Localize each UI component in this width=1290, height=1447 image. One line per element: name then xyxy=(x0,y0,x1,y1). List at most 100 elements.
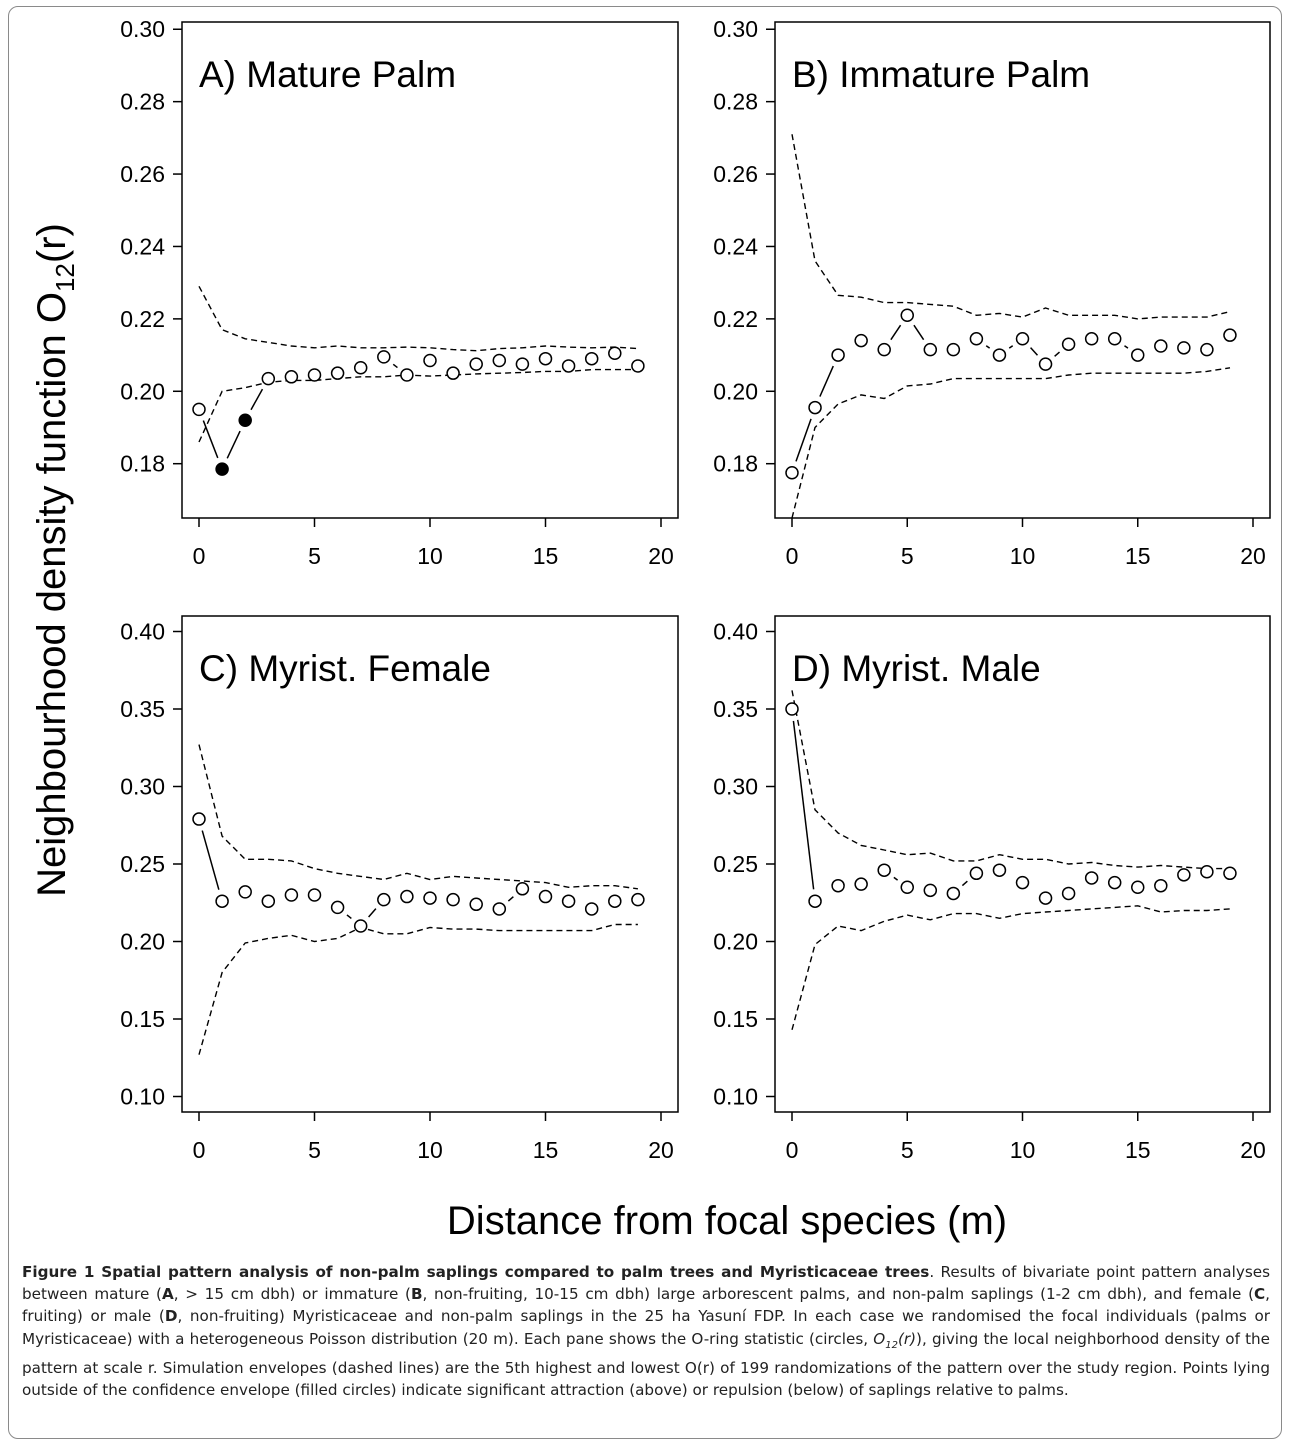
caption-run: , fruiting) or male ( xyxy=(22,1285,1270,1326)
observed-point-significant xyxy=(238,413,252,427)
y-tick-label: 0.10 xyxy=(713,1084,758,1110)
y-tick-label: 0.22 xyxy=(120,306,165,332)
plot-frame xyxy=(181,615,679,1113)
y-axis-label-main: Neighbourhood density function O xyxy=(30,292,74,897)
observed-point xyxy=(307,368,322,382)
y-tick-label: 0.28 xyxy=(713,89,758,115)
x-tick-label: 10 xyxy=(1010,1137,1036,1163)
panel-title: B) Immature Palm xyxy=(792,54,1090,95)
y-tick-label: 0.28 xyxy=(120,89,165,115)
observed-point xyxy=(215,894,229,908)
panel-myrist-male: 0.10 0.15 0.20 0.25 0.30 0.35 0.40 0 5 10 15 20 D) M… xyxy=(713,615,1271,1163)
caption-run: C xyxy=(1254,1285,1266,1304)
x-tick-label: 15 xyxy=(1125,1137,1151,1163)
observed-point xyxy=(1107,332,1122,346)
x-tick-label: 10 xyxy=(417,1137,443,1163)
y-tick-label: 0.20 xyxy=(713,378,758,404)
observed-connector xyxy=(1030,347,1039,356)
lower-envelope-line xyxy=(198,923,638,1055)
y-tick-label: 0.20 xyxy=(120,929,165,955)
caption-run: A xyxy=(161,1285,174,1304)
observed-point xyxy=(284,370,299,384)
observed-point xyxy=(1200,342,1214,357)
observed-point xyxy=(854,333,868,348)
observed-connector xyxy=(201,830,220,890)
observed-point xyxy=(923,883,938,898)
observed-point xyxy=(561,894,576,908)
observed-point xyxy=(353,361,368,375)
observed-point xyxy=(969,332,984,346)
caption-run: O xyxy=(873,1329,886,1348)
x-tick-label: 15 xyxy=(533,543,559,569)
observed-point xyxy=(608,894,622,908)
x-tick-label: 0 xyxy=(193,1137,206,1163)
panel-mature-palm: 0.18 0.20 0.22 0.24 0.26 0.28 0.30 0 5 10 15 20 A) M… xyxy=(120,16,679,569)
y-tick-label: 0.18 xyxy=(713,451,758,477)
y-tick-label: 0.10 xyxy=(120,1084,165,1110)
caption-run: ), giving the local neighborhood density… xyxy=(22,1329,1270,1400)
panel-myrist-female: 0.10 0.15 0.20 0.25 0.30 0.35 0.40 0 5 10 15 20 C) M… xyxy=(120,615,679,1163)
observed-connector xyxy=(1054,351,1061,357)
observed-point xyxy=(608,346,622,361)
observed-point xyxy=(1131,880,1145,894)
observed-point xyxy=(307,888,322,902)
observed-point xyxy=(1015,875,1030,890)
x-tick-label: 20 xyxy=(1240,543,1266,569)
observed-point xyxy=(261,371,276,386)
y-tick-label: 0.18 xyxy=(120,451,165,477)
y-tick-label: 0.26 xyxy=(713,161,758,187)
caption-run: (r) xyxy=(897,1329,917,1348)
panel-immature-palm: 0.18 0.20 0.22 0.24 0.26 0.28 0.30 0 5 10 15 20 B) I… xyxy=(713,16,1271,569)
y-tick-label: 0.40 xyxy=(120,619,165,645)
plot-area xyxy=(785,690,1237,1030)
plot-area xyxy=(785,134,1237,518)
x-tick-label: 15 xyxy=(533,1137,559,1163)
observed-point xyxy=(1107,875,1122,890)
x-tick-label: 5 xyxy=(901,543,914,569)
observed-point xyxy=(538,351,553,366)
x-tick-label: 0 xyxy=(193,543,206,569)
observed-point xyxy=(1131,348,1145,362)
panel-title: A) Mature Palm xyxy=(199,54,456,95)
x-tick-label: 15 xyxy=(1125,543,1151,569)
y-tick-label: 0.20 xyxy=(120,378,165,404)
caption-run: 12 xyxy=(885,1339,898,1351)
y-tick-label: 0.40 xyxy=(713,619,758,645)
y-tick-label: 0.30 xyxy=(120,16,165,42)
y-tick-label: 0.24 xyxy=(713,233,758,259)
x-tick-label: 10 xyxy=(417,543,443,569)
observed-point xyxy=(1154,878,1168,893)
observed-point xyxy=(400,889,414,904)
upper-envelope-line xyxy=(791,134,1231,320)
upper-envelope-line xyxy=(791,690,1230,870)
observed-connector xyxy=(392,363,398,369)
observed-point xyxy=(785,702,799,716)
caption-run: , non-fruiting) Myristicaceae and non-pa… xyxy=(22,1307,1270,1348)
observed-point xyxy=(877,863,891,877)
observed-connector xyxy=(985,345,991,349)
lower-envelope-line xyxy=(791,905,1231,1030)
observed-point xyxy=(992,863,1007,877)
figure-caption: Figure 1 Spatial pattern analysis of non… xyxy=(22,1261,1270,1401)
observed-point xyxy=(1154,339,1168,353)
y-tick-label: 0.26 xyxy=(120,161,165,187)
observed-point xyxy=(969,866,984,881)
observed-point xyxy=(923,342,938,357)
observed-point xyxy=(1084,332,1099,346)
observed-point xyxy=(831,348,845,362)
panels: 0.18 0.20 0.22 0.24 0.26 0.28 0.30 0 5 10 15 20 A) M… xyxy=(120,16,1271,1163)
observed-connector xyxy=(202,420,219,459)
observed-connector xyxy=(1124,345,1129,349)
y-tick-label: 0.15 xyxy=(120,1006,165,1032)
y-tick-label: 0.22 xyxy=(713,306,758,332)
y-axis-label-tail: (r) xyxy=(30,223,74,263)
observed-point xyxy=(515,882,530,896)
observed-connector xyxy=(507,896,514,902)
panel-title: C) Myrist. Female xyxy=(199,648,491,689)
observed-point xyxy=(469,357,483,371)
observed-point xyxy=(831,878,845,893)
plot-frame xyxy=(181,21,679,519)
observed-connector xyxy=(795,418,812,462)
plot-area xyxy=(192,285,645,476)
observed-point xyxy=(854,877,868,891)
